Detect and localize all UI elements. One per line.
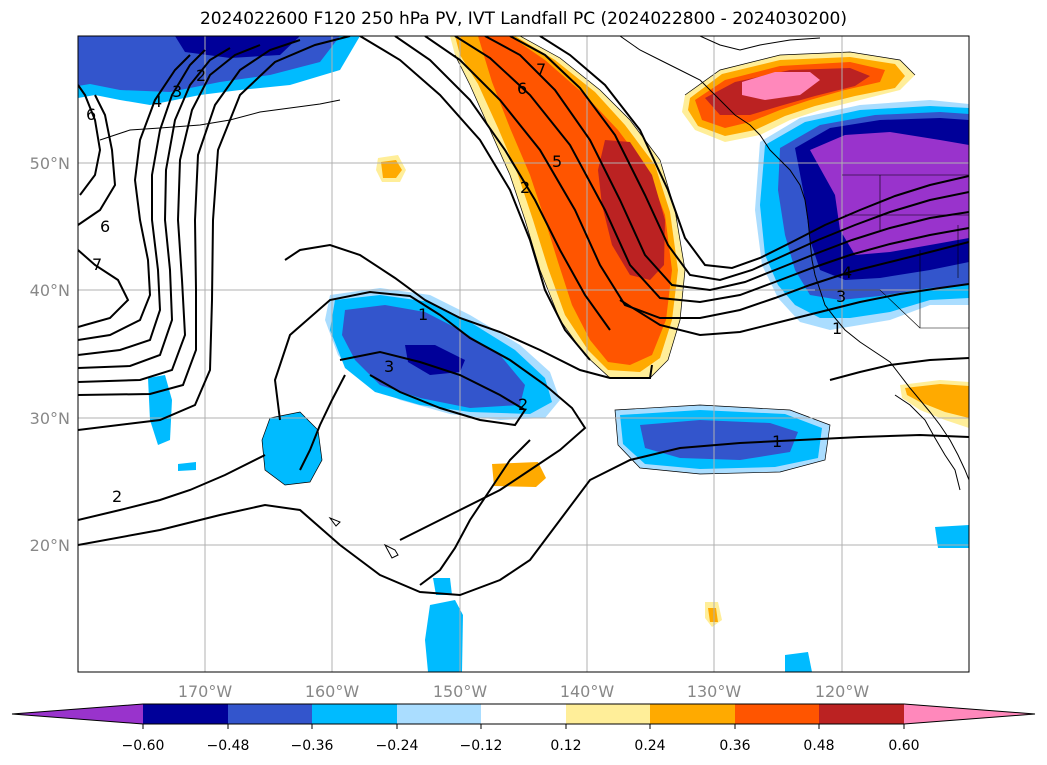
colorbar-bin — [566, 704, 650, 724]
colorbar-extend-high — [904, 704, 1035, 724]
colorbar-bin — [481, 704, 566, 724]
lon-tick: 170°W — [178, 682, 233, 701]
contour-labels: 7 6 5 2 1 3 2 1 4 3 1 6 6 7 4 3 2 2 — [86, 60, 852, 506]
ivt-shading — [78, 36, 969, 672]
lon-tick: 140°W — [560, 682, 615, 701]
lon-tick: 150°W — [433, 682, 488, 701]
colorbar-tick-label: −0.60 — [122, 738, 165, 754]
colorbar-ticks — [142, 724, 905, 729]
contour-label-3: 3 — [384, 357, 394, 376]
contour-label-3b: 3 — [836, 287, 846, 306]
contour-label-4: 4 — [842, 263, 852, 282]
contour-label-1: 1 — [418, 305, 428, 324]
contour-label-2d: 2 — [112, 487, 122, 506]
colorbar-tick-label: −0.12 — [460, 738, 503, 754]
colorbar-bin — [143, 704, 228, 724]
map-frame — [77, 35, 970, 673]
lon-tick: 130°W — [687, 682, 742, 701]
contour-label-2: 2 — [520, 178, 530, 197]
lat-tick-labels: 20°N 30°N 40°N 50°N — [30, 154, 70, 555]
contour-label-6c: 6 — [100, 217, 110, 236]
contour-label-3c: 3 — [172, 82, 182, 101]
lon-tick-labels: 170°W 160°W 150°W 140°W 130°W 120°W — [178, 682, 870, 701]
colorbar-bin — [735, 704, 819, 724]
lat-tick: 30°N — [30, 409, 70, 428]
map-title: 2024022600 F120 250 hPa PV, IVT Landfall… — [199, 9, 847, 29]
colorbar-tick-label: 0.24 — [634, 738, 665, 754]
contour-label-1b: 1 — [772, 432, 782, 451]
lon-tick: 120°W — [815, 682, 870, 701]
lat-tick: 40°N — [30, 281, 70, 300]
colorbar-tick-label: 0.12 — [550, 738, 581, 754]
contour-label-1c: 1 — [832, 319, 842, 338]
colorbar-tick-label: −0.36 — [291, 738, 334, 754]
contour-label-2b: 2 — [518, 395, 528, 414]
pv-contours — [78, 36, 969, 597]
map-plot-area: 7 6 5 2 1 3 2 1 4 3 1 6 6 7 4 3 2 2 — [78, 36, 969, 672]
lon-tick: 160°W — [305, 682, 360, 701]
colorbar-bin — [650, 704, 735, 724]
colorbar-tick-label: −0.24 — [376, 738, 419, 754]
contour-label-5: 5 — [552, 152, 562, 171]
lat-tick: 50°N — [30, 154, 70, 173]
colorbar-tick-label: −0.48 — [207, 738, 250, 754]
colorbar-bin — [397, 704, 481, 724]
contour-label-7b: 7 — [92, 255, 102, 274]
colorbar-tick-label: 0.36 — [719, 738, 750, 754]
colorbar-bin — [228, 704, 312, 724]
colorbar: −0.60 −0.48 −0.36 −0.24 −0.12 0.12 0.24 … — [11, 703, 1036, 754]
colorbar-bin — [312, 704, 397, 724]
contour-label-2c: 2 — [196, 66, 206, 85]
colorbar-tick-label: 0.48 — [803, 738, 834, 754]
colorbar-extend-low — [12, 704, 143, 724]
colorbar-tick-label: 0.60 — [888, 738, 919, 754]
contour-label-6b: 6 — [86, 105, 96, 124]
contour-label-4b: 4 — [152, 92, 162, 111]
lat-tick: 20°N — [30, 536, 70, 555]
colorbar-bin — [819, 704, 904, 724]
contour-label-7: 7 — [536, 60, 546, 79]
contour-label-6: 6 — [517, 79, 527, 98]
